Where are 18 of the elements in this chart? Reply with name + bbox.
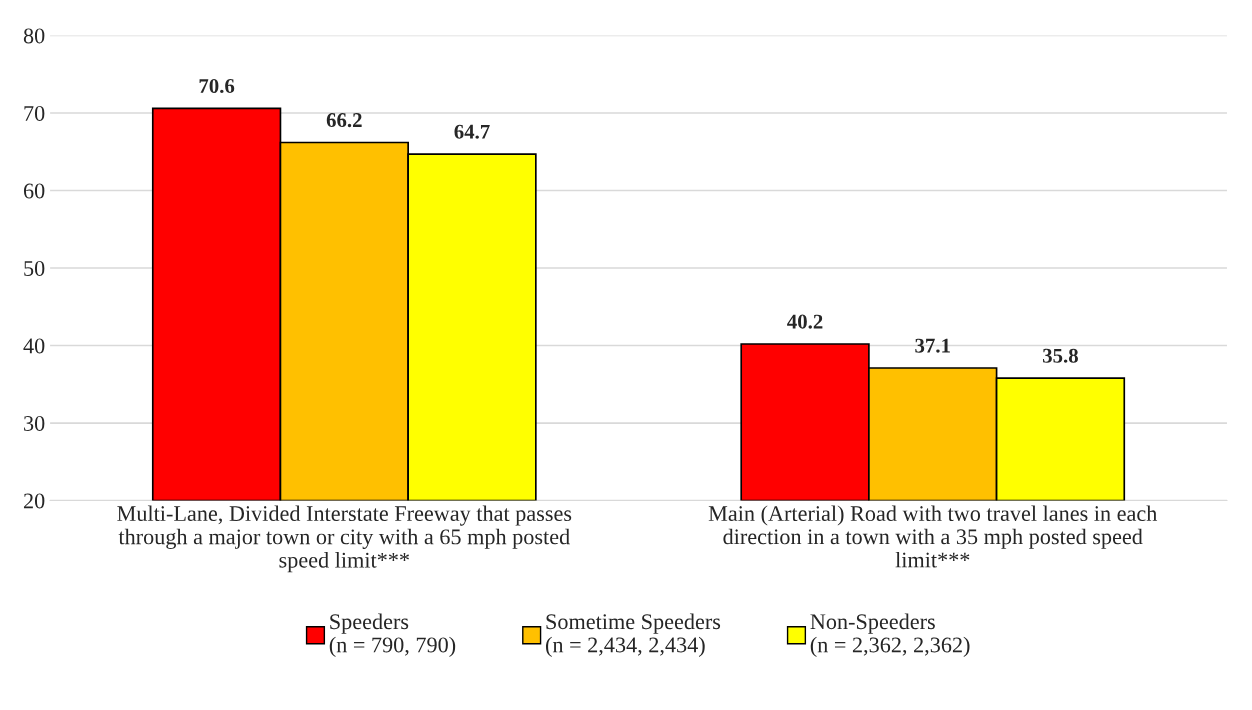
legend-label: Sometime Speeders (n = 2,434, 2,434) <box>545 613 721 657</box>
x-tick-label: Multi-Lane, Divided Interstate Freeway that passes through a major town or city with a 65 mph posted speed limit*** <box>117 505 572 573</box>
legend-label: Non-Speeders (n = 2,362, 2,362) <box>810 613 970 657</box>
y-tick-label: 70 <box>24 105 45 121</box>
legend-label: Speeders (n = 790, 790) <box>329 613 456 657</box>
data-label: 37.1 <box>915 338 950 353</box>
data-label: 70.6 <box>199 78 235 94</box>
y-tick-label: 30 <box>24 415 45 431</box>
data-label: 35.8 <box>1042 348 1078 363</box>
y-tick-label: 80 <box>23 28 45 44</box>
y-tick-label: 50 <box>24 260 45 276</box>
data-label: 66.2 <box>326 113 362 128</box>
x-tick-label: Main (Arterial) Road with two travel lanes in each direction in a town with a 35 mph posted speed limit*** <box>708 505 1158 568</box>
data-label: 64.7 <box>454 124 490 139</box>
y-tick-label: 20 <box>23 493 45 509</box>
y-tick-label: 40 <box>23 338 45 354</box>
data-label: 40.2 <box>787 314 823 329</box>
y-tick-label: 60 <box>23 183 45 199</box>
